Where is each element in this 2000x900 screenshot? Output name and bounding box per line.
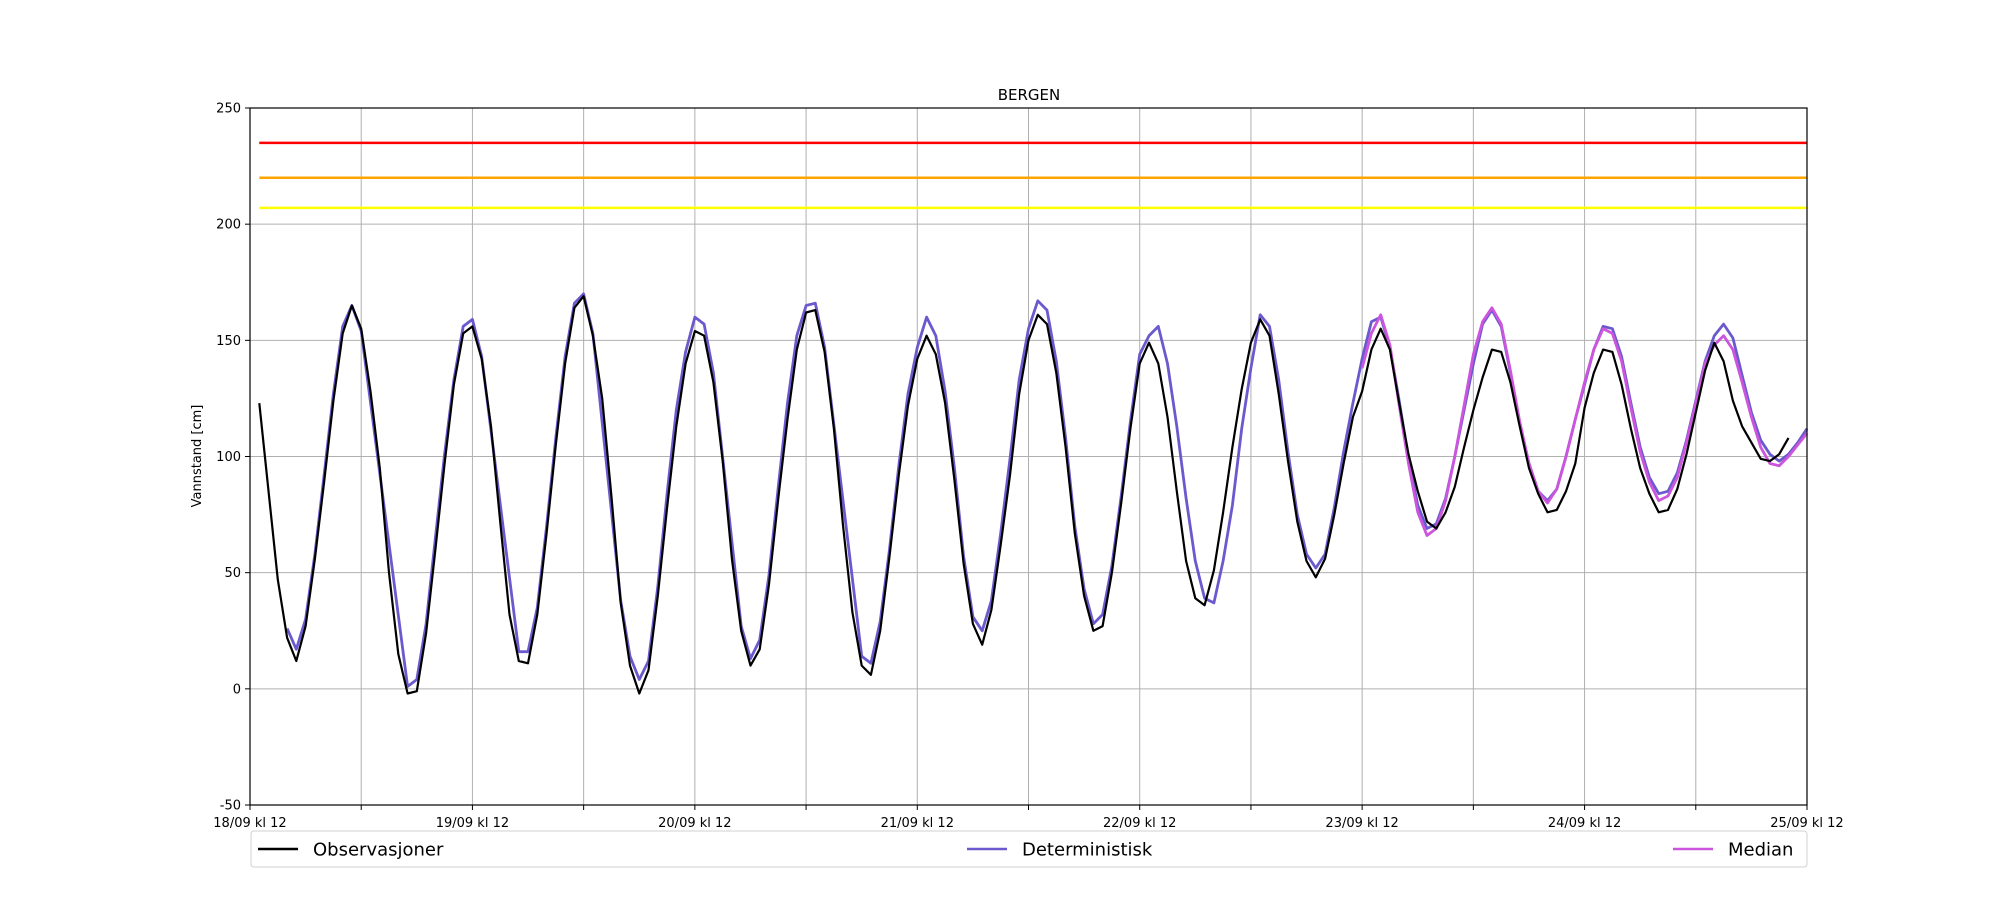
- x-axis: 18/09 kl 12 19/09 kl 12 20/09 kl 12 21/09 k…: [213, 805, 1844, 831]
- legend-label: Deterministisk: [1022, 840, 1153, 861]
- y-axis: -50 0 50 100 150 200 250: [216, 102, 250, 814]
- threshold-lines: [259, 141, 1807, 210]
- legend: Observasjoner Deterministisk Median: [250, 830, 1808, 868]
- y-tick-label: 250: [216, 102, 241, 117]
- x-tick-label: 20/09 kl 12: [658, 816, 731, 831]
- y-tick-label: 100: [216, 450, 241, 465]
- series-lines: [258, 292, 1809, 695]
- y-tick-label: -50: [220, 799, 241, 814]
- x-tick-label: 22/09 kl 12: [1103, 816, 1176, 831]
- series-line-observasjoner: [258, 295, 1790, 695]
- y-tick-label: 0: [233, 682, 241, 697]
- chart-title: BERGEN: [998, 86, 1061, 104]
- x-tick-label: 24/09 kl 12: [1548, 816, 1621, 831]
- y-tick-label: 200: [216, 218, 241, 233]
- x-tick-label: 23/09 kl 12: [1325, 816, 1398, 831]
- y-tick-label: 150: [216, 334, 241, 349]
- y-axis-label: Vannstand [cm]: [190, 405, 205, 508]
- legend-label: Median: [1728, 840, 1793, 861]
- x-tick-label: 18/09 kl 12: [213, 816, 286, 831]
- x-tick-label: 19/09 kl 12: [436, 816, 509, 831]
- x-tick-label: 25/09 kl 12: [1770, 816, 1843, 831]
- legend-label: Observasjoner: [313, 840, 444, 861]
- legend-box: [250, 830, 1808, 868]
- x-tick-label: 21/09 kl 12: [881, 816, 954, 831]
- y-tick-label: 50: [224, 566, 241, 581]
